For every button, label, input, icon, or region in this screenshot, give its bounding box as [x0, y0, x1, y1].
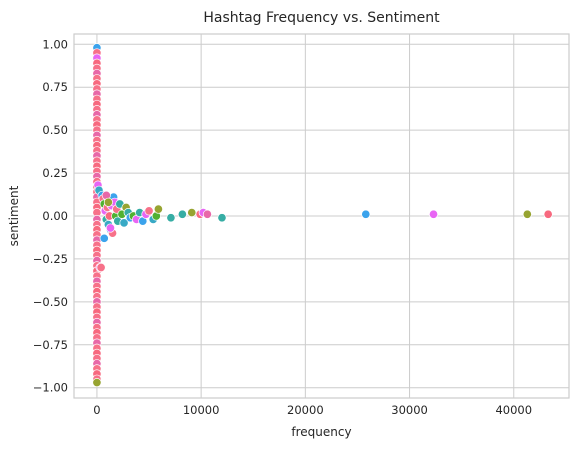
y-tick-label: 0.25	[42, 166, 68, 180]
data-point	[543, 209, 553, 219]
y-tick-label: 1.00	[42, 37, 68, 51]
data-point	[119, 218, 129, 228]
data-point	[166, 213, 176, 223]
y-tick-label: 0.75	[42, 80, 68, 94]
data-point	[103, 197, 113, 207]
data-point	[428, 209, 439, 219]
data-point	[217, 213, 227, 223]
data-point	[96, 262, 106, 273]
y-tick-label: −0.50	[33, 295, 68, 309]
x-tick-label: 10000	[183, 403, 220, 417]
y-tick-label: 0.50	[42, 123, 68, 137]
data-point	[522, 209, 532, 219]
y-tick-label: 0.00	[42, 209, 68, 223]
data-point	[105, 223, 116, 233]
data-point	[187, 208, 197, 218]
data-points	[92, 43, 553, 388]
y-tick-label: −0.25	[33, 252, 68, 266]
y-tick-label: −0.75	[33, 338, 68, 352]
y-axis-label: sentiment	[7, 185, 21, 246]
x-tick-label: 0	[93, 403, 100, 417]
x-tick-label: 30000	[391, 403, 428, 417]
data-point	[153, 204, 163, 214]
data-point	[92, 377, 102, 388]
x-tick-labels: 0 10000 20000 30000 40000	[93, 403, 532, 417]
y-tick-label: −1.00	[33, 381, 68, 395]
data-point	[144, 206, 154, 216]
data-point	[202, 209, 212, 219]
chart-title: Hashtag Frequency vs. Sentiment	[203, 10, 440, 26]
data-point	[361, 209, 371, 219]
data-point	[177, 209, 187, 219]
y-tick-labels: 1.00 0.75 0.50 0.25 0.00 −0.25 −0.50 −0.75 −1.00	[33, 37, 68, 394]
x-tick-label: 20000	[287, 403, 324, 417]
data-point	[99, 233, 109, 243]
x-axis-label: frequency	[291, 425, 351, 439]
x-tick-label: 40000	[495, 403, 532, 417]
